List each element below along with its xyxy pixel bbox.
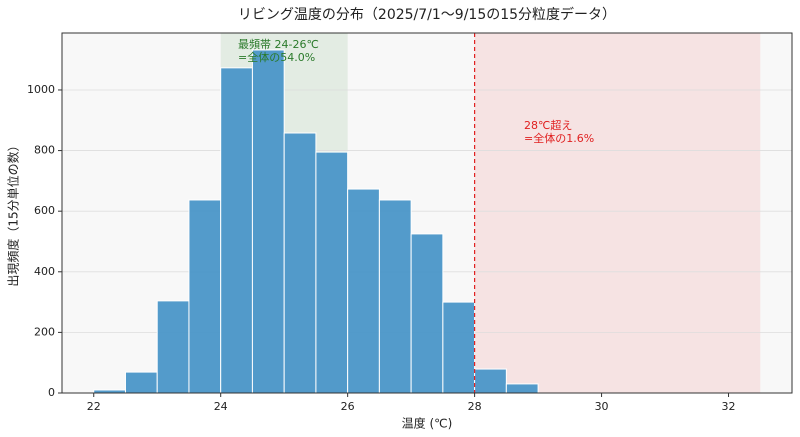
bar <box>505 383 539 394</box>
y-tick-label: 1000 <box>27 83 55 96</box>
bar <box>378 199 412 394</box>
annotation: =全体の54.0% <box>238 50 315 64</box>
annotation: =全体の1.6% <box>524 131 594 145</box>
bar <box>410 233 444 394</box>
x-tick-label: 22 <box>87 400 101 413</box>
x-tick-label: 26 <box>341 400 355 413</box>
bar <box>474 368 507 394</box>
bar <box>442 301 476 394</box>
y-tick-label: 800 <box>34 144 55 157</box>
x-axis-label: 温度 (℃) <box>402 416 453 431</box>
plot-frame <box>61 32 793 394</box>
bar <box>315 151 349 394</box>
bar <box>124 371 158 394</box>
bar <box>251 49 285 394</box>
y-tick-label: 0 <box>48 386 55 399</box>
highlight-span <box>474 33 761 393</box>
bar <box>156 300 190 394</box>
x-tick-label: 28 <box>468 400 482 413</box>
y-axis-label: 出現頻度（15分単位の数） <box>6 139 21 286</box>
annotation: 最頻帯 24-26℃ <box>238 37 319 51</box>
y-tick-label: 200 <box>34 325 55 338</box>
bar <box>188 199 222 394</box>
bar <box>283 132 317 394</box>
x-tick-label: 24 <box>214 400 228 413</box>
y-tick-label: 600 <box>34 204 55 217</box>
x-tick-label: 30 <box>595 400 609 413</box>
bar <box>220 67 253 394</box>
bar <box>347 188 380 394</box>
y-tick-label: 400 <box>34 265 55 278</box>
chart-title: リビング温度の分布（2025/7/1〜9/15の15分粒度データ） <box>238 6 616 23</box>
x-tick-label: 32 <box>722 400 736 413</box>
annotation: 28℃超え <box>524 118 572 132</box>
